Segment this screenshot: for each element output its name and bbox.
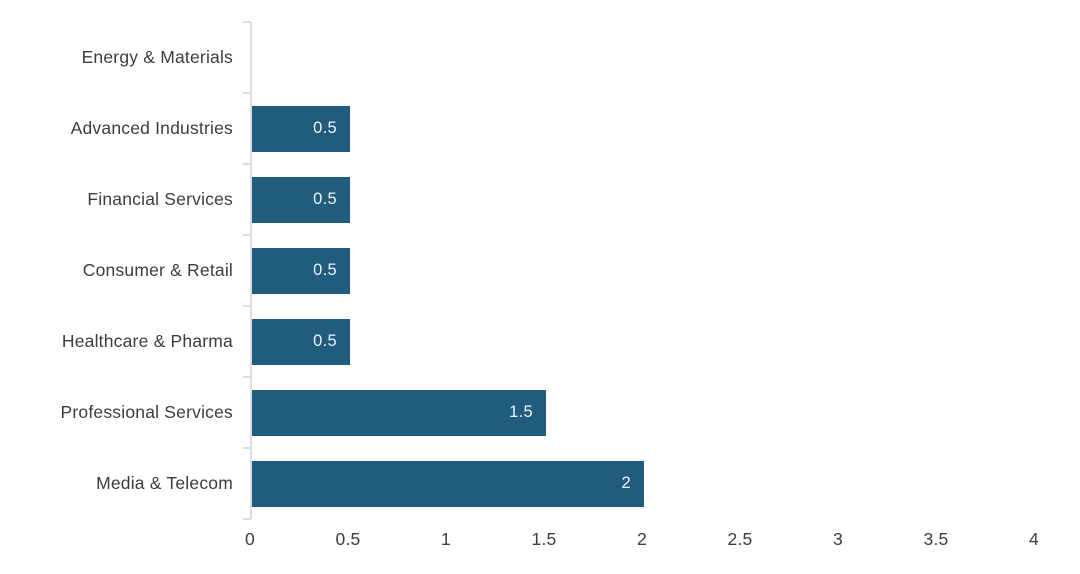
x-tick-label: 0.5 [335, 529, 361, 549]
category-label: Energy & Materials [81, 47, 233, 67]
x-tick-label: 2.5 [727, 529, 753, 549]
y-axis-tick [243, 234, 251, 236]
bar-row: 2 [252, 448, 1036, 519]
x-tick-label: 0 [245, 529, 255, 549]
bar-value-label: 0.5 [313, 190, 337, 208]
bar: 0.5 [252, 318, 350, 365]
y-axis-tick [243, 376, 251, 378]
category-label: Consumer & Retail [82, 260, 233, 280]
y-axis-tick [243, 163, 251, 165]
bar-row: 1.5 [252, 377, 1036, 448]
bar: 1.5 [252, 389, 546, 436]
x-tick-label: 3.5 [923, 529, 949, 549]
bar-value-label: 0.5 [313, 261, 337, 279]
bar-row: 0.5 [252, 93, 1036, 164]
bar-row [252, 22, 1036, 93]
x-tick-label: 3 [833, 529, 843, 549]
y-axis-tick [243, 21, 251, 23]
x-tick-label: 4 [1029, 529, 1039, 549]
y-axis-tick [243, 518, 251, 520]
y-axis-tick [243, 447, 251, 449]
bar-value-label: 2 [621, 474, 631, 492]
bar: 0.5 [252, 176, 350, 223]
category-axis: Energy & Materials Advanced Industries Fin… [0, 22, 233, 519]
category-label: Advanced Industries [70, 118, 233, 138]
y-axis-tick [243, 305, 251, 307]
category-label: Financial Services [87, 189, 233, 209]
bar-value-label: 0.5 [313, 332, 337, 350]
category-label: Healthcare & Pharma [61, 331, 233, 351]
bar-value-label: 0.5 [313, 119, 337, 137]
x-tick-label: 2 [637, 529, 647, 549]
bar-row: 0.5 [252, 164, 1036, 235]
bar: 0.5 [252, 247, 350, 294]
y-axis-tick [243, 92, 251, 94]
bar-value-label: 1.5 [509, 403, 533, 421]
bar-row: 0.5 [252, 235, 1036, 306]
bar: 2 [252, 460, 644, 507]
bar: 0.5 [252, 105, 350, 152]
bar-row: 0.5 [252, 306, 1036, 377]
x-tick-label: 1.5 [531, 529, 557, 549]
category-label: Professional Services [60, 402, 233, 422]
plot-area: 0.5 0.5 0.5 0.5 1.5 2 [250, 22, 1036, 519]
x-tick-label: 1 [441, 529, 451, 549]
category-label: Media & Telecom [96, 473, 233, 493]
